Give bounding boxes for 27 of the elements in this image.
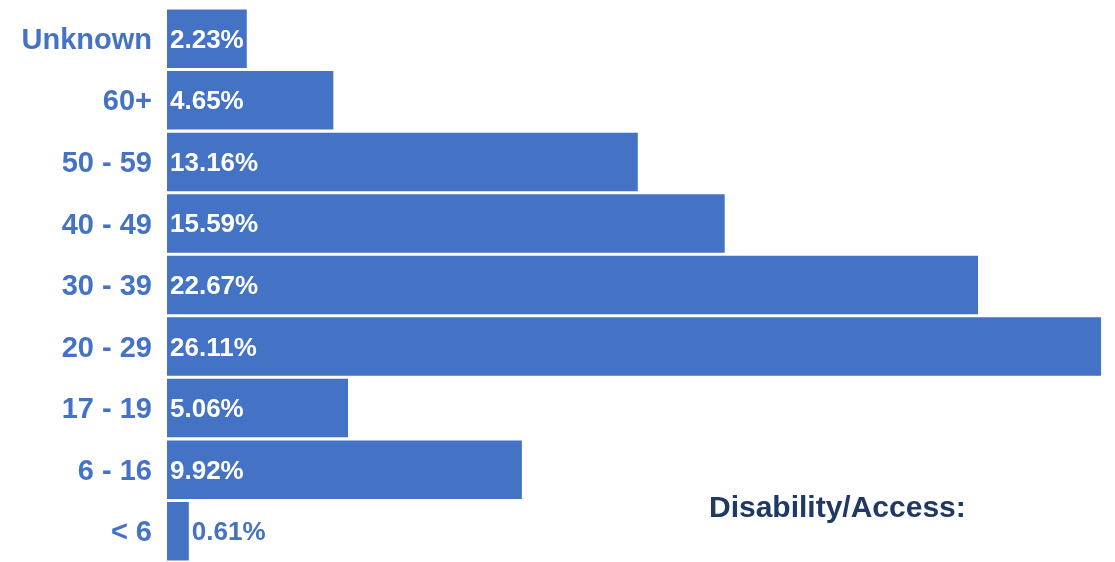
data-label: 4.65% bbox=[170, 85, 244, 116]
y-tick-label: 50 - 59 bbox=[61, 146, 152, 179]
y-tick-label: 20 - 29 bbox=[61, 330, 152, 363]
y-tick-label: Unknown bbox=[21, 22, 152, 55]
annotation: Disability/Access: bbox=[709, 490, 966, 523]
bar bbox=[167, 440, 522, 499]
y-tick-label: < 6 bbox=[110, 515, 152, 548]
y-tick-label: 6 - 16 bbox=[77, 453, 152, 486]
data-label: 26.11% bbox=[170, 331, 257, 362]
y-tick-label: 17 - 19 bbox=[61, 392, 152, 425]
data-label: 2.23% bbox=[170, 23, 244, 54]
bar bbox=[167, 194, 725, 253]
data-label: 22.67% bbox=[170, 270, 259, 300]
bar bbox=[167, 71, 334, 130]
y-tick-label: 30 - 39 bbox=[61, 269, 152, 302]
bar bbox=[167, 255, 978, 315]
bar bbox=[167, 378, 349, 438]
y-tick-label: 60+ bbox=[102, 84, 152, 117]
data-label: 15.59% bbox=[170, 208, 259, 239]
y-tick-label: 40 - 49 bbox=[61, 207, 152, 240]
data-label: 9.92% bbox=[170, 454, 244, 485]
bar bbox=[167, 501, 189, 561]
bar bbox=[167, 317, 1102, 376]
bar bbox=[167, 132, 638, 192]
data-label: 13.16% bbox=[170, 146, 259, 177]
data-label: 5.06% bbox=[170, 393, 244, 424]
data-label: 0.61% bbox=[191, 516, 266, 547]
